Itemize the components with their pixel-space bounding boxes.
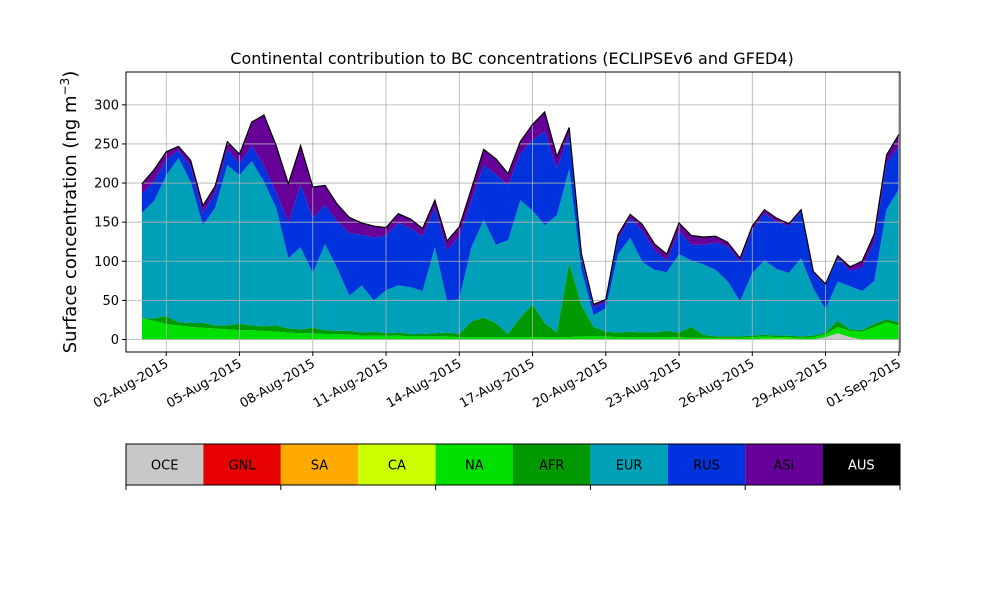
legend-label-aus: AUS — [848, 459, 875, 474]
y-axis-label-main: Surface concentration (ng m — [60, 95, 81, 353]
area-series-afr — [141, 262, 899, 338]
legend-label-afr: AFR — [539, 459, 564, 474]
y-tick-label: 50 — [102, 294, 119, 309]
legend-swatch-eur — [590, 444, 668, 485]
legend-swatch-afr — [513, 444, 591, 485]
plot-frame — [125, 71, 901, 353]
legend-swatch-sa — [280, 444, 359, 485]
y-axis-label: Surface concentration (ng m−3) — [58, 71, 81, 354]
y-tick-label: 0 — [111, 333, 119, 348]
y-tick-label: 200 — [94, 177, 119, 192]
legend-label-sa: SA — [311, 459, 328, 474]
legend-swatch-na — [435, 444, 513, 485]
total-line-group — [141, 110, 900, 306]
legend-swatch-rus — [667, 444, 746, 485]
area-series-rus — [141, 131, 899, 316]
area-series-na — [141, 318, 899, 340]
legend-label-na: NA — [465, 459, 484, 474]
y-axis: 0 50 100 150 200 250 300 — [94, 98, 126, 348]
total-concentration-line — [141, 110, 900, 306]
y-tick-label: 250 — [94, 137, 119, 152]
legend-label-gnl: GNL — [229, 459, 257, 474]
legend-label-ca: CA — [388, 459, 406, 474]
y-tick-label: 100 — [94, 255, 119, 270]
chart-title: Continental contribution to BC concentra… — [230, 49, 793, 68]
legend-label-rus: RUS — [693, 459, 720, 474]
legend-swatch-gnl — [203, 444, 281, 485]
legend-swatch-oce — [126, 444, 204, 485]
y-axis-label-exponent: −3 — [58, 78, 72, 96]
area-series-asi — [141, 111, 899, 308]
legend-label-asi: ASI — [773, 459, 794, 474]
stacked-areas — [141, 111, 899, 340]
area-series-oce — [141, 333, 899, 340]
legend-label-oce: OCE — [151, 459, 179, 474]
colorbar-legend: OCE GNL SA CA NA AFR EUR RUS ASI AUS — [125, 443, 901, 490]
legend-frame — [125, 443, 901, 486]
y-tick-label: 300 — [94, 98, 119, 113]
legend-label-eur: EUR — [616, 459, 643, 474]
legend-swatch-asi — [745, 444, 823, 485]
gridlines — [126, 72, 900, 352]
y-tick-label: 150 — [94, 216, 119, 231]
legend-swatch-ca — [358, 444, 436, 485]
legend-swatch-aus — [822, 444, 900, 485]
y-axis-label-close: ) — [60, 71, 81, 78]
area-series-eur — [141, 158, 899, 337]
